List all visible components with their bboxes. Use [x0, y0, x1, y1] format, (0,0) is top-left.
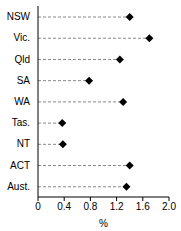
svg-text:0.4: 0.4: [57, 201, 71, 212]
svg-text:1.6: 1.6: [136, 201, 150, 212]
svg-text:Vic.: Vic.: [14, 32, 31, 43]
svg-text:2.0: 2.0: [162, 201, 173, 212]
svg-text:SA: SA: [17, 75, 31, 86]
svg-text:NT: NT: [17, 138, 30, 149]
svg-text:Aust.: Aust.: [8, 181, 30, 192]
svg-text:NSW: NSW: [8, 11, 31, 22]
svg-text:WA: WA: [14, 96, 30, 107]
svg-text:ACT: ACT: [10, 160, 30, 171]
svg-text:Qld: Qld: [14, 54, 30, 65]
svg-text:0.8: 0.8: [83, 201, 97, 212]
svg-text:%: %: [99, 218, 108, 229]
svg-text:Tas.: Tas.: [12, 117, 30, 128]
svg-text:1.2: 1.2: [110, 201, 124, 212]
svg-text:0: 0: [35, 201, 41, 212]
